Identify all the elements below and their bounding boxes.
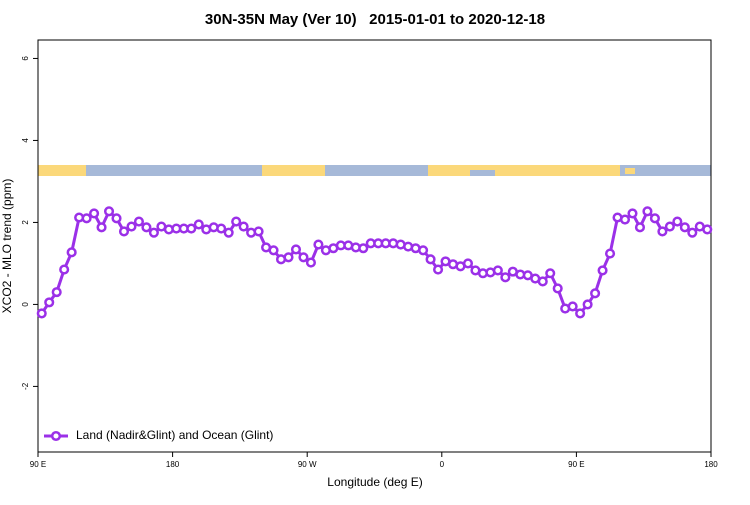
data-point [582, 299, 593, 310]
data-point [305, 257, 316, 268]
data-point [418, 245, 429, 256]
data-point [193, 219, 204, 230]
data-point [126, 221, 137, 232]
data-point [634, 222, 646, 233]
ocean-band [38, 165, 711, 176]
y-tick-label: 0 [21, 302, 30, 307]
y-tick-label: 2 [21, 220, 30, 225]
x-tick-label: 90 W [298, 460, 317, 469]
y-axis-label: XCO2 - MLO trend (ppm) [0, 179, 14, 314]
legend-marker [50, 430, 62, 442]
land-band [495, 165, 620, 176]
land-band [428, 165, 470, 176]
data-point [649, 213, 660, 224]
data-point [36, 308, 47, 319]
x-tick-label: 90 E [568, 460, 584, 469]
data-point [103, 206, 115, 217]
data-point [118, 226, 130, 237]
data-point [141, 222, 152, 233]
data-point [590, 288, 601, 299]
land-band [262, 165, 325, 176]
data-point [66, 247, 77, 258]
data-point [59, 264, 70, 275]
data-point [462, 258, 474, 269]
data-point [283, 252, 294, 263]
x-tick-label: 0 [440, 460, 445, 469]
x-tick-label: 180 [166, 460, 180, 469]
data-point [238, 221, 249, 232]
y-tick-label: 6 [21, 56, 30, 61]
land-band [470, 165, 495, 170]
data-point [664, 221, 675, 232]
data-point [597, 265, 608, 276]
land-mask [38, 165, 711, 176]
data-point [231, 216, 242, 227]
data-point [552, 283, 563, 294]
data-point [702, 224, 713, 235]
data-point [298, 252, 309, 263]
data-point [433, 264, 444, 275]
y-tick-label: -2 [21, 382, 30, 390]
data-point [642, 206, 653, 217]
data-point [313, 239, 324, 250]
y-tick-label: 4 [21, 138, 30, 143]
data-point [492, 265, 503, 276]
data-point [358, 243, 369, 254]
data-point [545, 268, 556, 279]
plot-frame [37, 39, 712, 453]
data-point [148, 227, 159, 238]
data-point [672, 216, 683, 227]
data-point [223, 227, 234, 238]
x-tick-label: 180 [704, 460, 718, 469]
data-point [216, 223, 227, 234]
land-band [38, 165, 86, 176]
data-point [81, 213, 92, 224]
data-point [500, 272, 511, 283]
chart-title: 30N-35N May (Ver 10) 2015-01-01 to 2020-… [205, 11, 545, 28]
data-point [44, 297, 55, 308]
data-point [679, 222, 690, 233]
data-point [51, 287, 62, 298]
legend-label: Land (Nadir&Glint) and Ocean (Glint) [76, 428, 273, 442]
data-point [290, 244, 302, 255]
data-point [425, 254, 436, 265]
data-point [605, 248, 616, 259]
data-point [537, 276, 548, 287]
data-point [111, 213, 122, 224]
data-point [133, 216, 144, 227]
data-point [268, 245, 279, 256]
data-point [619, 214, 631, 225]
data-point [96, 222, 107, 233]
data-point [575, 308, 586, 319]
data-point [687, 227, 698, 238]
x-axis-label: Longitude (deg E) [327, 475, 422, 489]
land-band [625, 168, 635, 174]
data-point [567, 301, 578, 312]
data-point [627, 208, 638, 219]
data-point [89, 208, 100, 219]
data-point [186, 223, 197, 234]
data-point [657, 226, 668, 237]
x-tick-label: 90 E [30, 460, 46, 469]
data-point [253, 226, 264, 237]
